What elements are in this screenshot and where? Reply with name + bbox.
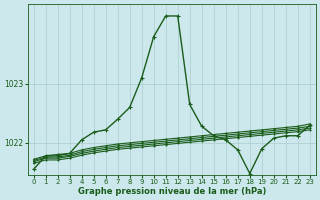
X-axis label: Graphe pression niveau de la mer (hPa): Graphe pression niveau de la mer (hPa) — [77, 187, 266, 196]
